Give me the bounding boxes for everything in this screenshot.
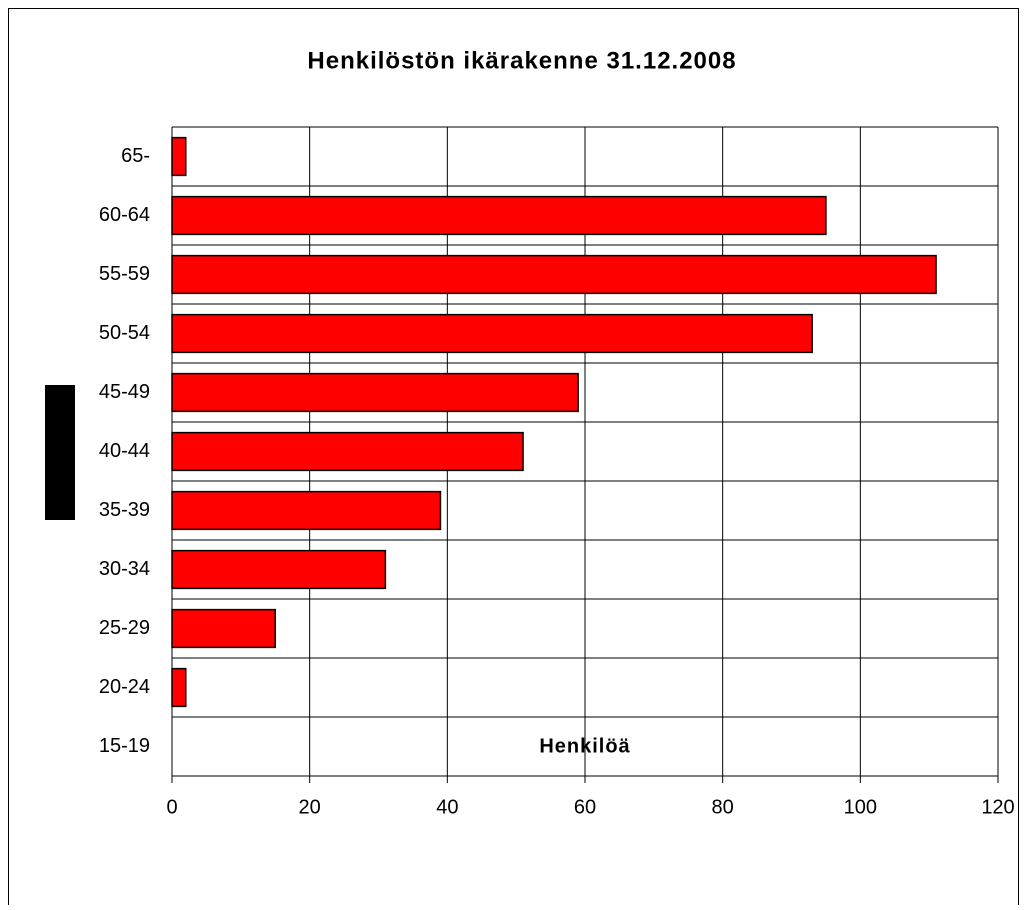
bar bbox=[171, 372, 579, 413]
y-tick-label: 55-59 bbox=[99, 263, 150, 285]
y-tick-label: 65- bbox=[121, 145, 150, 167]
y-tick-label: 50-54 bbox=[99, 322, 150, 344]
bar bbox=[171, 195, 827, 236]
y-tick-label: 25-29 bbox=[99, 617, 150, 639]
x-tick-label: 0 bbox=[166, 796, 177, 818]
bar bbox=[171, 313, 813, 354]
y-tick-label: 45-49 bbox=[99, 381, 150, 403]
bar bbox=[171, 549, 387, 590]
x-tick-label: 120 bbox=[981, 796, 1014, 818]
y-tick-label: 35-39 bbox=[99, 499, 150, 521]
y-tick-label: 30-34 bbox=[99, 558, 150, 580]
y-tick-label: 20-24 bbox=[99, 676, 150, 698]
x-tick-label: 40 bbox=[436, 796, 458, 818]
x-tick-label: 80 bbox=[712, 796, 734, 818]
y-tick-label: 60-64 bbox=[99, 204, 150, 226]
bar bbox=[171, 608, 276, 649]
bar bbox=[171, 254, 937, 295]
x-tick-label: 60 bbox=[574, 796, 596, 818]
x-tick-label: 20 bbox=[299, 796, 321, 818]
x-tick-label: 100 bbox=[844, 796, 877, 818]
block bbox=[45, 385, 75, 520]
bar bbox=[171, 667, 187, 708]
y-tick-label: 15-19 bbox=[99, 735, 150, 757]
bar bbox=[171, 136, 187, 177]
y-tick-label: 40-44 bbox=[99, 440, 150, 462]
bar bbox=[171, 431, 524, 472]
bar bbox=[171, 490, 442, 531]
chart-title: Henkilöstön ikärakenne 31.12.2008 bbox=[307, 47, 736, 74]
